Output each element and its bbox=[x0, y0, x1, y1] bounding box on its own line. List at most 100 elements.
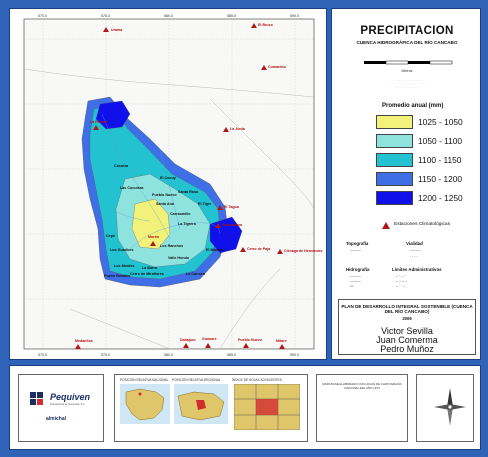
station-markers: Urama El Bruco Cumarebo La Florida La Ju… bbox=[75, 23, 323, 349]
x-tick: 575.0 bbox=[101, 353, 110, 357]
scale-unit: Metros bbox=[401, 69, 413, 73]
class-label: 1025 - 1050 bbox=[418, 117, 463, 127]
zone-1025-1050 bbox=[131, 198, 171, 250]
station-icon bbox=[93, 125, 99, 130]
x-tick: 570.0 bbox=[38, 14, 47, 18]
author-name: Juan Comerma bbox=[376, 335, 438, 345]
plan-box: PLAN DE DESARROLLO INTEGRAL SOSTENIBLE (… bbox=[338, 299, 476, 355]
zone-1200-1250 bbox=[95, 100, 131, 130]
place-label: La Tigrera bbox=[178, 222, 197, 226]
station-label: Guacamaya bbox=[222, 223, 243, 227]
station-label: Dabajuro bbox=[180, 338, 196, 342]
station-label: La Florida bbox=[90, 120, 108, 124]
place-labels: Cocuiza Las Cocuizas Pueblo Nuevo Santa … bbox=[104, 164, 224, 278]
place-label: Pozón Rosales bbox=[104, 274, 130, 278]
place-label: El Cocuy bbox=[160, 176, 177, 180]
swatch-class-3 bbox=[376, 153, 413, 167]
station-label: Morón bbox=[148, 235, 159, 239]
swatch-class-4 bbox=[376, 172, 413, 186]
x-tick: 580.0 bbox=[164, 14, 173, 18]
swatch-class-1 bbox=[376, 115, 413, 129]
legend-line: – · · – bbox=[396, 284, 406, 288]
station-label: El Bruco bbox=[258, 23, 274, 27]
plan-year: 2006 bbox=[402, 316, 412, 321]
station-label: Pueblo Nuevo bbox=[238, 338, 263, 342]
x-tick: 575.0 bbox=[101, 14, 110, 18]
map-panel: 570.0 575.0 580.0 585.0 590.0 570.0 575.… bbox=[9, 8, 327, 360]
info-text: MAPA BASE ELABORADO CON HOJAS DE CARTOGR… bbox=[322, 382, 402, 390]
station-label: Medanitos bbox=[75, 339, 93, 343]
station-label: Guanare bbox=[202, 337, 217, 341]
plan-title: PLAN DE DESARROLLO INTEGRAL SOSTENIBLE (… bbox=[341, 304, 473, 315]
class-label: 1050 - 1100 bbox=[418, 136, 463, 146]
vialidad-heading: Vialidad bbox=[406, 241, 423, 246]
class-label: 1200 - 1250 bbox=[418, 193, 463, 203]
station-icon bbox=[277, 249, 283, 254]
station-icon bbox=[205, 343, 211, 348]
adjacent-sheets-index bbox=[234, 384, 300, 430]
class-label: 1150 - 1200 bbox=[418, 174, 463, 184]
station-icon bbox=[279, 344, 285, 349]
topografia-heading: Topografía bbox=[346, 241, 369, 246]
station-label: El Tagua bbox=[224, 205, 240, 209]
logo-box bbox=[18, 374, 104, 442]
station-icon bbox=[75, 344, 81, 349]
station-icon bbox=[183, 343, 189, 348]
station-icon bbox=[215, 223, 221, 228]
swatch-class-2 bbox=[376, 134, 413, 148]
place-label: Cerro de Miraflores bbox=[130, 272, 164, 276]
x-tick: 585.0 bbox=[227, 353, 236, 357]
place-label: El Mamón bbox=[206, 248, 224, 252]
place-label: Pueblo Nuevo bbox=[152, 193, 177, 197]
map-subtitle: CUENCA HIDROGRÁFICA DEL RÍO CANCABO bbox=[356, 40, 458, 45]
station-icon bbox=[150, 241, 156, 246]
place-label: Los Ranchos bbox=[160, 244, 183, 248]
inset-regional-map bbox=[174, 384, 228, 424]
author-name: Victor Sevilla bbox=[381, 326, 433, 336]
partner-logo: almichal bbox=[46, 416, 67, 422]
place-label: El Tigre bbox=[198, 202, 211, 206]
legend-heading: Promedio anual (mm) bbox=[382, 103, 444, 109]
north-arrow-icon bbox=[434, 388, 466, 426]
place-label: Santa Ana bbox=[156, 202, 175, 206]
legend-line: ——— bbox=[410, 248, 421, 252]
inset-national-map bbox=[120, 384, 170, 424]
place-label: Cocuiza bbox=[114, 164, 129, 168]
station-label: Mitare bbox=[276, 339, 287, 343]
place-label: Los Montes bbox=[114, 264, 135, 268]
legend-panel: PRECIPITACION CUENCA HIDROGRÁFICA DEL RÍ… bbox=[331, 8, 481, 360]
place-label: Santa Rosa bbox=[178, 190, 199, 194]
legend-line: ——— bbox=[350, 279, 361, 283]
limites-heading: Límites Administrativos bbox=[392, 267, 442, 272]
station-icon bbox=[103, 27, 109, 32]
place-label: Los Guaribes bbox=[110, 248, 134, 252]
roads bbox=[23, 68, 315, 350]
station-label: Urama bbox=[111, 28, 123, 32]
station-label: Cerro de Paja bbox=[247, 247, 271, 251]
station-icon bbox=[261, 65, 267, 70]
station-label: La Junta bbox=[230, 127, 246, 131]
station-icon bbox=[223, 127, 229, 132]
place-label: Carraomillo bbox=[170, 212, 191, 216]
bottom-panel: Pequiven Petroquímica de Venezuela, S.A.… bbox=[9, 365, 481, 450]
legend-line: ——— bbox=[350, 248, 361, 252]
hidrografia-heading: Hidrografía bbox=[346, 267, 370, 272]
station-icon bbox=[243, 343, 249, 348]
projection-note: · · · · · · · · · · · · · · · · · · · · … bbox=[390, 79, 426, 89]
inset-label: ÍNDICE DE HOJAS ADYACENTES bbox=[232, 378, 282, 382]
x-tick: 580.0 bbox=[164, 353, 173, 357]
scale-bar bbox=[364, 60, 453, 65]
pequiven-logo-icon bbox=[30, 392, 43, 405]
legend-line: – · – · bbox=[396, 274, 406, 278]
station-key-label: Estaciones Climatológicas bbox=[394, 222, 450, 227]
legend-line: - - - - bbox=[410, 254, 418, 258]
x-tick: 590.0 bbox=[290, 14, 299, 18]
inset-label: POSICIÓN RELATIVA NACIONAL bbox=[120, 378, 169, 382]
legend-line: ▭ bbox=[350, 284, 354, 288]
place-label: Las Cocuizas bbox=[120, 186, 144, 190]
inset-label: POSICIÓN RELATIVA REGIONAL bbox=[172, 378, 221, 382]
company-subtitle: Petroquímica de Venezuela, S.A. bbox=[50, 403, 86, 406]
class-label: 1100 - 1150 bbox=[418, 155, 462, 165]
station-label: Ciénaga de Hernández bbox=[284, 249, 323, 253]
